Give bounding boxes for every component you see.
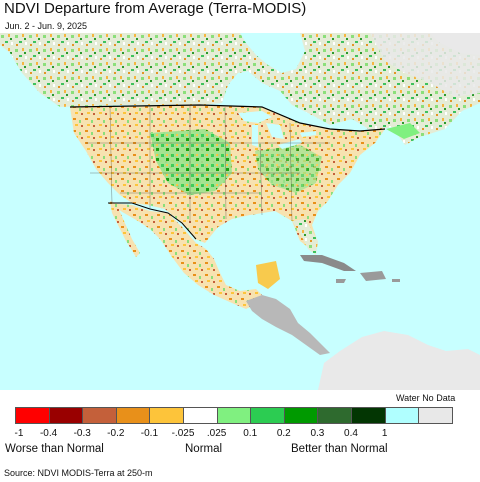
legend-tick-4: -0.1: [140, 428, 159, 439]
eastern-green: [255, 145, 322, 193]
legend-swatch-3: [115, 407, 151, 424]
puerto-rico: [392, 279, 400, 282]
legend-tick-5: -.025: [171, 428, 195, 439]
legend-water-label: Water: [396, 393, 420, 403]
legend-tick-0: -1: [14, 428, 24, 439]
legend-swatch-9: [317, 407, 352, 424]
ndvi-map: [0, 33, 480, 390]
yucatan: [256, 261, 280, 289]
lake-erie: [278, 139, 302, 149]
mexico-landmass: [108, 203, 262, 309]
legend-tick-8: 0.2: [276, 428, 291, 439]
lake-ontario: [300, 131, 316, 137]
lake-superior: [238, 111, 272, 123]
legend-tick-7: 0.1: [243, 428, 258, 439]
usa-landmass: [70, 105, 385, 251]
jamaica: [336, 279, 346, 283]
legend-swatch-6: [216, 407, 252, 424]
legend-no-data-label: No Data: [422, 393, 456, 403]
cuba: [300, 255, 356, 271]
legend-worse-label: Worse than Normal: [5, 443, 104, 455]
greenland: [430, 33, 480, 55]
legend-tick-2: -0.3: [73, 428, 91, 439]
us-canada-border: [69, 104, 386, 132]
legend-swatches: [15, 407, 453, 424]
legend-normal-label: Normal: [185, 443, 223, 455]
legend-water-nodata-label: Water No Data: [396, 393, 455, 403]
legend-swatch-12: [418, 407, 453, 424]
legend-tick-3: -0.2: [107, 428, 125, 439]
source-note: Source: NDVI MODIS-Terra at 250-m: [4, 468, 153, 478]
legend-swatch-7: [250, 407, 285, 424]
canada-landmass: [0, 33, 480, 145]
baja-california: [110, 201, 140, 257]
central-america: [246, 295, 330, 355]
legend-swatch-4: [149, 407, 184, 424]
legend-tick-1: -0.4: [39, 428, 58, 439]
florida: [292, 219, 318, 255]
legend-tick-11: 1: [381, 428, 388, 439]
legend-tick-10: 0.4: [344, 428, 358, 439]
lake-huron: [266, 123, 284, 139]
state-lines: [86, 105, 330, 223]
legend-swatch-11: [384, 407, 420, 424]
legend-swatch-5: [182, 407, 218, 424]
lake-michigan: [252, 125, 258, 147]
legend-swatch-0: [15, 407, 50, 424]
legend-tick-9: 0.3: [310, 428, 325, 439]
date-range: Jun. 2 - Jun. 9, 2025: [5, 21, 88, 31]
legend-swatch-10: [350, 407, 386, 424]
central-plains-green: [150, 129, 232, 195]
legend-swatch-1: [48, 407, 84, 424]
legend-tick-6: .025: [206, 428, 227, 439]
legend-better-label: Better than Normal: [291, 443, 388, 455]
legend: Water No Data -1 -0.4 -0.3 -0.2 -0.1 -.025 .02…: [0, 390, 480, 470]
legend-swatch-8: [283, 407, 319, 424]
hudson-bay: [240, 33, 305, 73]
legend-swatch-2: [82, 407, 117, 424]
hispaniola: [360, 271, 386, 281]
map-title: NDVI Departure from Average (Terra-MODIS…: [4, 0, 307, 17]
south-america: [318, 331, 480, 390]
us-mexico-border: [108, 202, 197, 240]
nova-scotia: [386, 123, 420, 139]
